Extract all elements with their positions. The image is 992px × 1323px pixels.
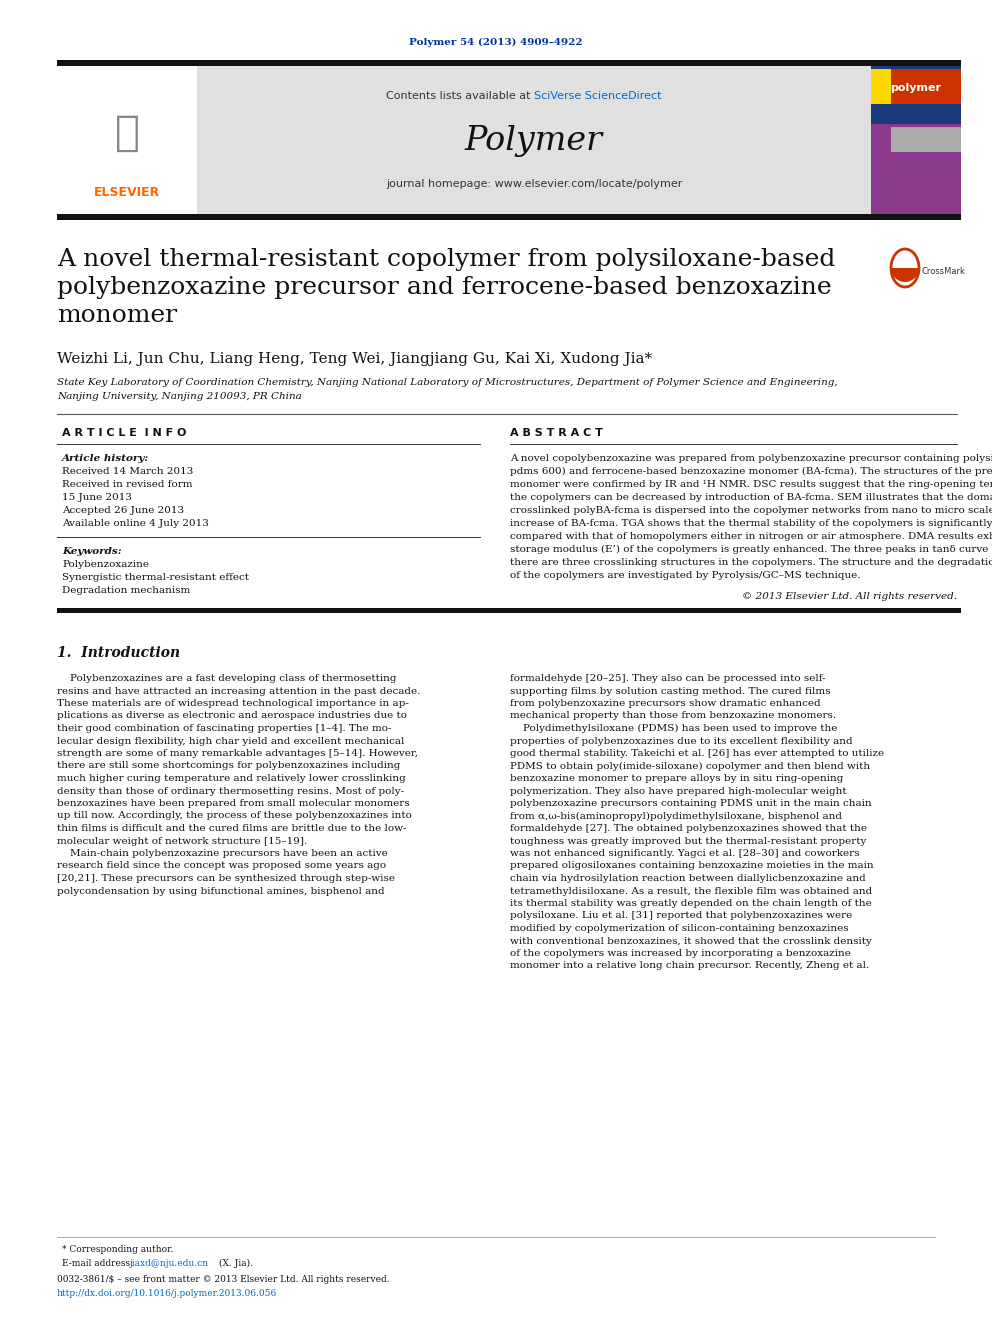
Text: journal homepage: www.elsevier.com/locate/polymer: journal homepage: www.elsevier.com/locat… [386,179,682,189]
Text: These materials are of widespread technological importance in ap-: These materials are of widespread techno… [57,699,409,708]
Text: Main-chain polybenzoxazine precursors have been an active: Main-chain polybenzoxazine precursors ha… [57,849,388,859]
Text: ⬛: ⬛ [114,111,140,153]
Text: formaldehyde [27]. The obtained polybenzoxazines showed that the: formaldehyde [27]. The obtained polybenz… [510,824,867,833]
Bar [871,69,961,105]
Text: their good combination of fascinating properties [1–4]. The mo-: their good combination of fascinating pr… [57,724,392,733]
Bar [197,66,871,214]
Text: A B S T R A C T: A B S T R A C T [510,429,603,438]
Text: polymer: polymer [891,83,941,93]
Text: State Key Laboratory of Coordination Chemistry, Nanjing National Laboratory of M: State Key Laboratory of Coordination Che… [57,378,837,388]
Text: A novel thermal-resistant copolymer from polysiloxane-based: A novel thermal-resistant copolymer from… [57,247,835,271]
Text: Weizhi Li, Jun Chu, Liang Heng, Teng Wei, Jiangjiang Gu, Kai Xi, Xudong Jia*: Weizhi Li, Jun Chu, Liang Heng, Teng Wei… [57,352,652,366]
Bar [57,60,961,66]
Text: benzoxazines have been prepared from small molecular monomers: benzoxazines have been prepared from sma… [57,799,410,808]
Text: there are still some shortcomings for polybenzoxazines including: there are still some shortcomings for po… [57,762,401,770]
Bar [57,609,961,613]
Text: E-mail address:: E-mail address: [62,1259,136,1267]
Text: properties of polybenzoxazines due to its excellent flexibility and: properties of polybenzoxazines due to it… [510,737,853,745]
Text: Polybenzoxazine: Polybenzoxazine [62,560,149,569]
Text: increase of BA-fcma. TGA shows that the thermal stability of the copolymers is s: increase of BA-fcma. TGA shows that the … [510,519,992,528]
Text: Polymer: Polymer [465,124,603,157]
Text: there are three crosslinking structures in the copolymers. The structure and the: there are three crosslinking structures … [510,558,992,568]
Text: lecular design flexibility, high char yield and excellent mechanical: lecular design flexibility, high char yi… [57,737,405,745]
Text: supporting films by solution casting method. The cured films: supporting films by solution casting met… [510,687,830,696]
Text: Article history:: Article history: [62,454,149,463]
Text: storage modulus (E’) of the copolymers is greatly enhanced. The three peaks in t: storage modulus (E’) of the copolymers i… [510,545,992,554]
Text: benzoxazine monomer to prepare alloys by in situ ring-opening: benzoxazine monomer to prepare alloys by… [510,774,843,783]
Text: thin films is difficult and the cured films are brittle due to the low-: thin films is difficult and the cured fi… [57,824,407,833]
Text: Degradation mechanism: Degradation mechanism [62,586,190,595]
Text: good thermal stability. Takeichi et al. [26] has ever attempted to utilize: good thermal stability. Takeichi et al. … [510,749,884,758]
Text: toughness was greatly improved but the thermal-resistant property: toughness was greatly improved but the t… [510,836,866,845]
Text: chain via hydrosilylation reaction between diallylicbenzoxazine and: chain via hydrosilylation reaction betwe… [510,875,866,882]
Bar [57,66,197,214]
Text: monomer into a relative long chain precursor. Recently, Zheng et al.: monomer into a relative long chain precu… [510,962,869,971]
Text: of the copolymers was increased by incorporating a benzoxazine: of the copolymers was increased by incor… [510,949,851,958]
Text: prepared oligosiloxanes containing benzoxazine moieties in the main: prepared oligosiloxanes containing benzo… [510,861,874,871]
Text: Received 14 March 2013: Received 14 March 2013 [62,467,193,476]
Text: Synergistic thermal-resistant effect: Synergistic thermal-resistant effect [62,573,249,582]
Text: pdms 600) and ferrocene-based benzoxazine monomer (BA-fcma). The structures of t: pdms 600) and ferrocene-based benzoxazin… [510,467,992,476]
Text: 0032-3861/$ – see front matter © 2013 Elsevier Ltd. All rights reserved.: 0032-3861/$ – see front matter © 2013 El… [57,1275,390,1285]
Text: of the copolymers are investigated by Pyrolysis/GC–MS technique.: of the copolymers are investigated by Py… [510,572,860,579]
Text: (X. Jia).: (X. Jia). [216,1259,253,1269]
Bar [871,66,961,214]
Text: polymerization. They also have prepared high-molecular weight: polymerization. They also have prepared … [510,786,846,795]
Bar [891,127,961,152]
Text: Accepted 26 June 2013: Accepted 26 June 2013 [62,505,185,515]
Text: molecular weight of network structure [15–19].: molecular weight of network structure [1… [57,836,308,845]
Text: formaldehyde [20–25]. They also can be processed into self-: formaldehyde [20–25]. They also can be p… [510,673,825,683]
Text: resins and have attracted an increasing attention in the past decade.: resins and have attracted an increasing … [57,687,421,696]
Text: with conventional benzoxazines, it showed that the crosslink density: with conventional benzoxazines, it showe… [510,937,872,946]
Text: much higher curing temperature and relatively lower crosslinking: much higher curing temperature and relat… [57,774,406,783]
Text: from polybenzoxazine precursors show dramatic enhanced: from polybenzoxazine precursors show dra… [510,699,820,708]
Text: PDMS to obtain poly(imide-siloxane) copolymer and then blend with: PDMS to obtain poly(imide-siloxane) copo… [510,762,870,770]
Bar [57,214,961,220]
Text: density than those of ordinary thermosetting resins. Most of poly-: density than those of ordinary thermoset… [57,786,404,795]
Text: ELSEVIER: ELSEVIER [94,185,160,198]
Text: mechanical property than those from benzoxazine monomers.: mechanical property than those from benz… [510,712,836,721]
Text: monomer: monomer [57,304,178,327]
Text: modified by copolymerization of silicon-containing benzoxazines: modified by copolymerization of silicon-… [510,923,848,933]
Text: monomer were confirmed by IR and ¹H NMR. DSC results suggest that the ring-openi: monomer were confirmed by IR and ¹H NMR.… [510,480,992,490]
Text: crosslinked polyBA-fcma is dispersed into the copolymer networks from nano to mi: crosslinked polyBA-fcma is dispersed int… [510,505,992,515]
Text: 15 June 2013: 15 June 2013 [62,493,132,501]
Text: compared with that of homopolymers either in nitrogen or air atmosphere. DMA res: compared with that of homopolymers eithe… [510,532,992,541]
Text: SciVerse ScienceDirect: SciVerse ScienceDirect [534,91,662,101]
Text: A R T I C L E  I N F O: A R T I C L E I N F O [62,429,186,438]
Text: strength are some of many remarkable advantages [5–14]. However,: strength are some of many remarkable adv… [57,749,418,758]
Text: jiaxd@nju.edu.cn: jiaxd@nju.edu.cn [130,1259,209,1267]
Bar [891,69,961,105]
Text: plications as diverse as electronic and aerospace industries due to: plications as diverse as electronic and … [57,712,407,721]
Text: polysiloxane. Liu et al. [31] reported that polybenzoxazines were: polysiloxane. Liu et al. [31] reported t… [510,912,852,921]
Wedge shape [891,269,919,282]
Text: © 2013 Elsevier Ltd. All rights reserved.: © 2013 Elsevier Ltd. All rights reserved… [742,591,957,601]
Text: Received in revised form: Received in revised form [62,480,192,490]
Text: its thermal stability was greatly depended on the chain length of the: its thermal stability was greatly depend… [510,900,872,908]
Text: Nanjing University, Nanjing 210093, PR China: Nanjing University, Nanjing 210093, PR C… [57,392,302,401]
Text: [20,21]. These precursors can be synthesized through step-wise: [20,21]. These precursors can be synthes… [57,875,395,882]
Text: tetramethyldisiloxane. As a result, the flexible film was obtained and: tetramethyldisiloxane. As a result, the … [510,886,872,896]
Text: Polybenzoxazines are a fast developing class of thermosetting: Polybenzoxazines are a fast developing c… [57,673,397,683]
Text: Polydimethylsiloxane (PDMS) has been used to improve the: Polydimethylsiloxane (PDMS) has been use… [510,724,837,733]
Text: Available online 4 July 2013: Available online 4 July 2013 [62,519,209,528]
Text: research field since the concept was proposed some years ago: research field since the concept was pro… [57,861,386,871]
Text: * Corresponding author.: * Corresponding author. [62,1245,174,1254]
Text: Polymer 54 (2013) 4909–4922: Polymer 54 (2013) 4909–4922 [409,37,583,46]
Text: http://dx.doi.org/10.1016/j.polymer.2013.06.056: http://dx.doi.org/10.1016/j.polymer.2013… [57,1289,277,1298]
Text: A novel copolybenzoxazine was prepared from polybenzoxazine precursor containing: A novel copolybenzoxazine was prepared f… [510,454,992,463]
Text: up till now. Accordingly, the process of these polybenzoxazines into: up till now. Accordingly, the process of… [57,811,412,820]
Text: CrossMark: CrossMark [921,267,965,277]
Text: Keywords:: Keywords: [62,546,122,556]
Bar [871,124,961,214]
Text: polybenzoxazine precursors containing PDMS unit in the main chain: polybenzoxazine precursors containing PD… [510,799,872,808]
Text: Contents lists available at: Contents lists available at [386,91,534,101]
Text: polybenzoxazine precursor and ferrocene-based benzoxazine: polybenzoxazine precursor and ferrocene-… [57,277,831,299]
Text: 1.  Introduction: 1. Introduction [57,646,181,660]
Text: from α,ω-bis(aminopropyl)polydimethylsiloxane, bisphenol and: from α,ω-bis(aminopropyl)polydimethylsil… [510,811,842,820]
Text: was not enhanced significantly. Yagci et al. [28–30] and coworkers: was not enhanced significantly. Yagci et… [510,849,859,859]
Text: the copolymers can be decreased by introduction of BA-fcma. SEM illustrates that: the copolymers can be decreased by intro… [510,493,992,501]
Text: polycondensation by using bifunctional amines, bisphenol and: polycondensation by using bifunctional a… [57,886,385,896]
